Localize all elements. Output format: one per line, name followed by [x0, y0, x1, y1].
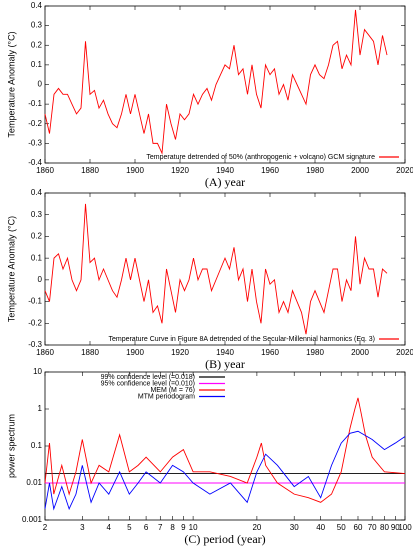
legend-label: 95% confidence level (=0.010) [101, 380, 195, 387]
y-tick-label: -0.2 [28, 119, 42, 128]
legend-label: MTM periodogram [138, 393, 195, 400]
y-tick-label: 1 [38, 404, 43, 413]
x-tick-label: 1920 [171, 348, 189, 357]
x-tick-label: 10 [189, 523, 198, 532]
y-axis-label: Temperature Anomaly (°C) [6, 31, 16, 137]
x-tick-label: 1960 [261, 166, 279, 175]
y-tick-label: -0.4 [28, 158, 42, 167]
x-tick-label: 1900 [126, 166, 144, 175]
x-tick-label: 1940 [216, 348, 234, 357]
y-tick-label: 0.4 [31, 1, 43, 10]
y-tick-label: 0.001 [22, 515, 43, 524]
y-tick-label: 10 [33, 367, 42, 376]
y-tick-label: 0.1 [31, 60, 43, 69]
series-line [44, 397, 406, 503]
x-axis-label: (B) year [205, 357, 245, 371]
series-line [44, 203, 388, 335]
x-tick-label: 3 [80, 523, 85, 532]
x-tick-label: 2020 [396, 166, 413, 175]
legend-label: Temperature detrended of 50% (anthropoge… [146, 154, 375, 161]
x-tick-label: 5 [127, 523, 132, 532]
x-axis-label: (A) year [205, 175, 245, 189]
x-tick-label: 90 [391, 523, 400, 532]
x-tick-label: 7 [158, 523, 163, 532]
y-tick-label: -0.1 [28, 99, 42, 108]
x-tick-label: 9 [181, 523, 186, 532]
x-tick-label: 100 [398, 523, 412, 532]
x-tick-label: 50 [337, 523, 346, 532]
series-line [44, 9, 388, 155]
x-tick-label: 8 [170, 523, 175, 532]
plot-frame [44, 5, 406, 164]
x-tick-label: 2020 [396, 348, 413, 357]
legend-label: 99% confidence level (=0.018) [101, 374, 195, 381]
y-tick-label: 0.4 [31, 188, 43, 197]
x-tick-label: 60 [354, 523, 363, 532]
y-tick-label: 0.3 [31, 210, 43, 219]
x-tick-label: 6 [144, 523, 149, 532]
x-tick-label: 70 [368, 523, 377, 532]
legend-label: MEM (M = 76) [150, 387, 195, 394]
plot-frame [44, 192, 406, 346]
x-tick-label: 1860 [36, 166, 54, 175]
y-axis-label: power spectrum [6, 414, 16, 478]
y-tick-label: 0.01 [26, 478, 42, 487]
x-tick-label: 1940 [216, 166, 234, 175]
y-tick-label: -0.1 [28, 297, 42, 306]
x-tick-label: 2000 [351, 166, 369, 175]
x-tick-label: 1880 [81, 348, 99, 357]
y-tick-label: 0.2 [31, 40, 43, 49]
x-tick-label: 80 [380, 523, 389, 532]
x-tick-label: 1880 [81, 166, 99, 175]
x-tick-label: 1960 [261, 348, 279, 357]
x-tick-label: 4 [107, 523, 112, 532]
series-line [44, 430, 406, 511]
y-tick-label: -0.3 [28, 138, 42, 147]
x-tick-label: 1860 [36, 348, 54, 357]
x-tick-label: 1920 [171, 166, 189, 175]
x-tick-label: 2000 [351, 348, 369, 357]
y-tick-label: -0.2 [28, 318, 42, 327]
x-tick-label: 1980 [306, 166, 324, 175]
y-tick-label: -0.3 [28, 340, 42, 349]
y-tick-label: 0 [38, 80, 43, 89]
y-tick-label: 0.2 [31, 232, 43, 241]
x-axis-label: (C) period (year) [184, 532, 265, 546]
y-tick-label: 0.3 [31, 21, 43, 30]
plot-frame [44, 371, 406, 521]
y-tick-label: 0 [38, 275, 43, 284]
x-tick-label: 1980 [306, 348, 324, 357]
y-tick-label: 0.1 [31, 441, 43, 450]
x-tick-label: 30 [290, 523, 299, 532]
x-tick-label: 20 [252, 523, 261, 532]
x-tick-label: 2 [43, 523, 48, 532]
y-tick-label: 0.1 [31, 253, 43, 262]
x-tick-label: 1900 [126, 348, 144, 357]
legend-label: Temperature Curve in Figure 8A detrended… [108, 336, 375, 343]
x-tick-label: 40 [316, 523, 325, 532]
y-axis-label: Temperature Anomaly (°C) [6, 216, 16, 322]
